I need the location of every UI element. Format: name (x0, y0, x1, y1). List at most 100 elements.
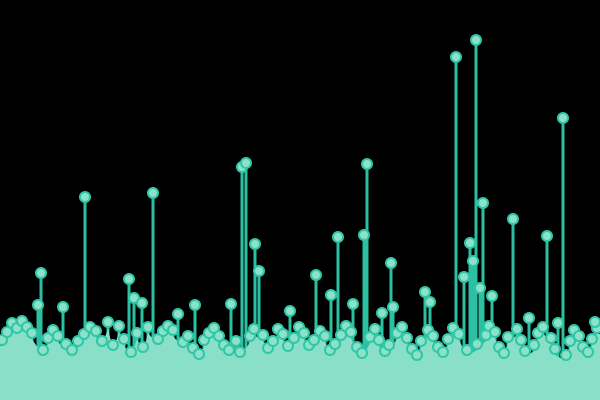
data-point-marker (507, 213, 519, 225)
data-point-marker (437, 346, 449, 358)
data-point-marker (57, 301, 69, 313)
data-point-marker (383, 339, 395, 351)
data-point-marker (424, 296, 436, 308)
data-point-marker (467, 255, 479, 267)
data-point-marker (308, 334, 320, 346)
data-point-marker (358, 229, 370, 241)
data-point-marker (515, 334, 527, 346)
data-point-marker (511, 323, 523, 335)
data-point-marker (225, 298, 237, 310)
data-point-marker (142, 321, 154, 333)
data-point-marker (102, 316, 114, 328)
data-point-marker (498, 347, 510, 359)
data-point-marker (249, 238, 261, 250)
data-point-marker (35, 267, 47, 279)
data-point-marker (1, 326, 13, 338)
data-point-marker (427, 330, 439, 342)
data-point-marker (310, 269, 322, 281)
data-point-marker (257, 329, 269, 341)
data-point-marker (486, 290, 498, 302)
data-point-marker (387, 301, 399, 313)
data-point-marker (541, 230, 553, 242)
data-point-marker (345, 326, 357, 338)
data-point-marker (79, 191, 91, 203)
data-point-marker (464, 237, 476, 249)
data-point-marker (573, 330, 585, 342)
data-point-marker (52, 330, 64, 342)
data-point-marker (589, 316, 600, 328)
data-point-marker (361, 158, 373, 170)
data-point-marker (502, 331, 514, 343)
markers-layer (0, 34, 600, 361)
data-point-marker (277, 328, 289, 340)
data-point-marker (329, 338, 341, 350)
data-point-marker (137, 341, 149, 353)
data-point-marker (189, 299, 201, 311)
data-point-marker (373, 334, 385, 346)
data-point-marker (282, 340, 294, 352)
data-point-marker (549, 343, 561, 355)
data-point-marker (369, 323, 381, 335)
data-point-marker (37, 344, 49, 356)
data-point-marker (411, 349, 423, 361)
data-point-marker (419, 286, 431, 298)
data-point-marker (136, 297, 148, 309)
data-point-marker (113, 320, 125, 332)
data-point-marker (582, 346, 594, 358)
data-point-marker (288, 332, 300, 344)
data-point-marker (230, 335, 242, 347)
data-point-marker (528, 339, 540, 351)
data-point-marker (586, 333, 598, 345)
data-point-marker (415, 335, 427, 347)
data-point-marker (470, 34, 482, 46)
data-point-marker (172, 308, 184, 320)
data-point-marker (319, 330, 331, 342)
data-point-marker (118, 333, 130, 345)
data-point-marker (298, 327, 310, 339)
data-point-marker (347, 298, 359, 310)
data-point-marker (396, 321, 408, 333)
data-point-marker (332, 231, 344, 243)
data-point-marker (450, 51, 462, 63)
data-point-marker (356, 347, 368, 359)
data-point-marker (458, 271, 470, 283)
data-point-marker (240, 157, 252, 169)
data-point-marker (32, 299, 44, 311)
data-point-marker (557, 112, 569, 124)
data-point-marker (560, 349, 572, 361)
data-point-marker (552, 317, 564, 329)
data-point-marker (253, 265, 265, 277)
data-point-marker (90, 325, 102, 337)
data-point-marker (248, 323, 260, 335)
data-point-marker (442, 333, 454, 345)
data-point-marker (376, 307, 388, 319)
data-point-marker (519, 345, 531, 357)
data-point-marker (26, 327, 38, 339)
data-point-marker (123, 273, 135, 285)
data-point-marker (474, 282, 486, 294)
data-point-marker (96, 335, 108, 347)
data-point-marker (182, 330, 194, 342)
data-point-marker (234, 346, 246, 358)
data-point-marker (147, 187, 159, 199)
data-point-marker (66, 344, 78, 356)
data-point-marker (325, 289, 337, 301)
data-point-marker (523, 312, 535, 324)
data-point-marker (385, 257, 397, 269)
data-point-marker (167, 324, 179, 336)
data-point-marker (284, 305, 296, 317)
base-mass-area (0, 327, 600, 400)
data-point-marker (401, 332, 413, 344)
data-point-marker (125, 346, 137, 358)
data-point-marker (193, 348, 205, 360)
data-point-marker (107, 339, 119, 351)
data-point-marker (461, 344, 473, 356)
data-point-marker (489, 326, 501, 338)
data-point-marker (213, 330, 225, 342)
data-point-marker (223, 344, 235, 356)
data-point-marker (267, 335, 279, 347)
data-point-marker (545, 332, 557, 344)
data-point-marker (564, 335, 576, 347)
